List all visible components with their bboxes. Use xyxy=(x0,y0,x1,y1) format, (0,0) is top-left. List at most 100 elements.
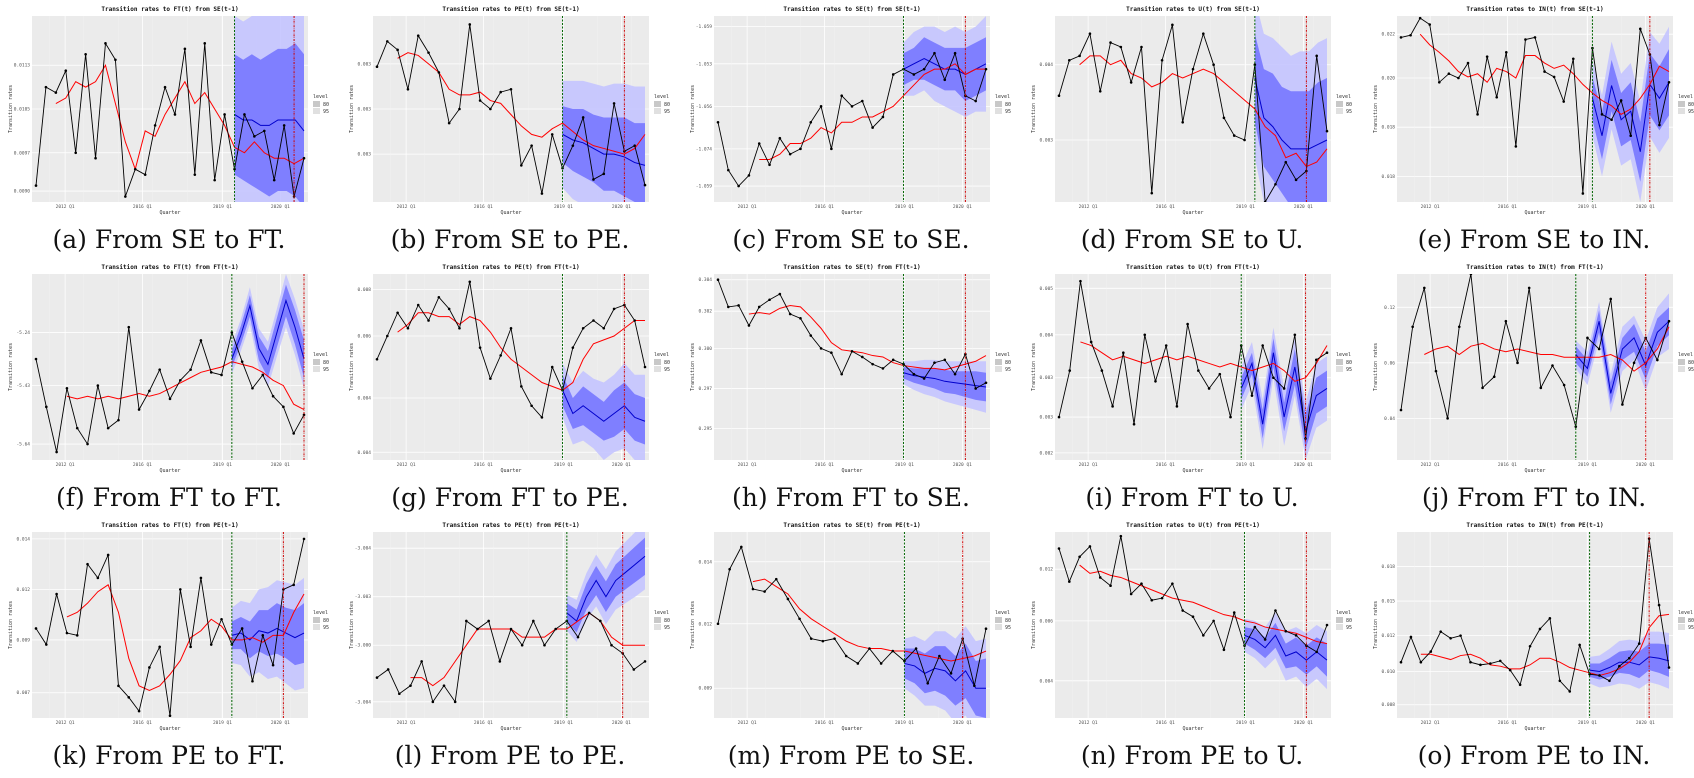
y-tick-label: 0.004 xyxy=(357,396,371,402)
observed-point xyxy=(96,576,100,580)
legend-label-95: 95 xyxy=(1688,367,1694,373)
x-axis-label: Quarter xyxy=(841,726,862,732)
observed-point xyxy=(633,319,636,322)
observed-point xyxy=(871,362,874,366)
observed-point xyxy=(914,647,918,650)
x-axis-label: Quarter xyxy=(1182,468,1203,474)
x-axis-label: Quarter xyxy=(1182,210,1203,216)
observed-point xyxy=(1232,134,1236,137)
observed-point xyxy=(1160,58,1164,62)
observed-point xyxy=(1621,403,1624,406)
legend-label-95: 95 xyxy=(664,367,670,373)
observed-point xyxy=(213,178,216,182)
legend-swatch-95 xyxy=(1678,108,1685,114)
observed-point xyxy=(302,156,306,160)
observed-point xyxy=(550,133,554,136)
y-tick-label: -3.000 xyxy=(355,643,372,649)
observed-point xyxy=(1250,394,1254,397)
legend-swatch-95 xyxy=(313,366,320,372)
observed-point xyxy=(1261,344,1264,347)
observed-point xyxy=(1409,635,1413,639)
observed-point xyxy=(282,405,285,409)
observed-point xyxy=(292,583,295,587)
observed-point xyxy=(230,331,234,334)
x-tick-label: 2020 Q1 xyxy=(612,720,631,726)
observed-point xyxy=(788,152,792,156)
x-tick-label: 2020 Q1 xyxy=(612,462,631,468)
observed-point xyxy=(1294,178,1298,182)
x-axis-label: Quarter xyxy=(159,210,180,216)
observed-point xyxy=(716,278,720,282)
observed-point xyxy=(1325,351,1329,354)
observed-line xyxy=(717,545,987,686)
y-tick-label: 0.009 xyxy=(16,637,30,643)
plot-area xyxy=(373,532,649,718)
observed-point xyxy=(716,120,720,124)
observed-point xyxy=(158,645,161,649)
y-tick-label: -1.059 xyxy=(696,24,713,30)
y-tick-label: 0.003 xyxy=(357,152,371,158)
observed-point xyxy=(1562,100,1566,103)
observed-point xyxy=(478,99,482,102)
observed-point xyxy=(868,647,871,650)
observed-point xyxy=(891,649,895,653)
observed-point xyxy=(871,126,874,129)
observed-point xyxy=(581,116,585,119)
legend-swatch-95 xyxy=(654,624,661,630)
observed-point xyxy=(1449,636,1452,640)
y-tick-label: 0.005 xyxy=(1039,286,1053,292)
observed-point xyxy=(1609,297,1613,301)
observed-point xyxy=(1598,674,1601,677)
x-tick-label: 2016 Q1 xyxy=(815,720,834,726)
plot-layer xyxy=(34,537,306,718)
observed-point xyxy=(1552,75,1556,79)
observed-point xyxy=(158,368,161,371)
observed-point xyxy=(1068,369,1072,372)
observed-point xyxy=(581,326,585,330)
observed-point xyxy=(819,347,823,350)
observed-point xyxy=(499,90,502,94)
legend-label-80: 80 xyxy=(1688,360,1694,366)
observed-point xyxy=(949,672,953,675)
observed-point xyxy=(768,163,771,167)
y-tick-label: 0.300 xyxy=(698,346,712,352)
observed-point xyxy=(1181,120,1184,124)
legend-swatch-80 xyxy=(1336,617,1343,623)
x-tick-label: 2020 Q1 xyxy=(271,462,290,468)
observed-point xyxy=(223,113,226,116)
observed-point xyxy=(1437,80,1441,84)
observed-point xyxy=(520,164,523,167)
chart-title: Transition rates to IN(t) from SE(t-1) xyxy=(1466,6,1603,13)
observed-point xyxy=(1548,617,1552,620)
forecast-band-80 xyxy=(1575,307,1669,405)
x-axis-label: Quarter xyxy=(1182,726,1203,732)
observed-point xyxy=(833,637,836,640)
legend-swatch-80 xyxy=(995,359,1002,365)
observed-point xyxy=(55,592,58,596)
observed-point xyxy=(44,85,48,89)
observed-point xyxy=(489,377,492,380)
chart-panel-k: Transition rates to FT(t) from PE(t-1) 0.… xyxy=(0,516,338,774)
observed-point xyxy=(1638,27,1642,31)
observed-point xyxy=(240,360,244,363)
observed-point xyxy=(1191,615,1195,619)
x-tick-label: 2020 Q1 xyxy=(612,204,631,210)
observed-point xyxy=(643,660,647,663)
x-tick-label: 2020 Q1 xyxy=(271,204,290,210)
x-tick-label: 2016 Q1 xyxy=(1156,204,1175,210)
observed-point xyxy=(375,65,379,69)
observed-point xyxy=(1434,369,1438,373)
observed-point xyxy=(1492,375,1496,379)
observed-point xyxy=(220,373,223,377)
x-tick-label: 2020 Q1 xyxy=(1294,462,1313,468)
x-axis-label: Quarter xyxy=(500,726,521,732)
x-tick-label: 2016 Q1 xyxy=(1156,462,1175,468)
x-tick-label: 2020 Q1 xyxy=(1636,720,1655,726)
chart-title: Transition rates to PE(t) from FT(t-1) xyxy=(442,264,579,271)
x-tick-label: 2016 Q1 xyxy=(474,204,493,210)
observed-point xyxy=(64,69,68,73)
observed-point xyxy=(148,389,151,393)
y-tick-label: 0.0097 xyxy=(14,150,31,156)
x-axis-label: Quarter xyxy=(500,468,521,474)
